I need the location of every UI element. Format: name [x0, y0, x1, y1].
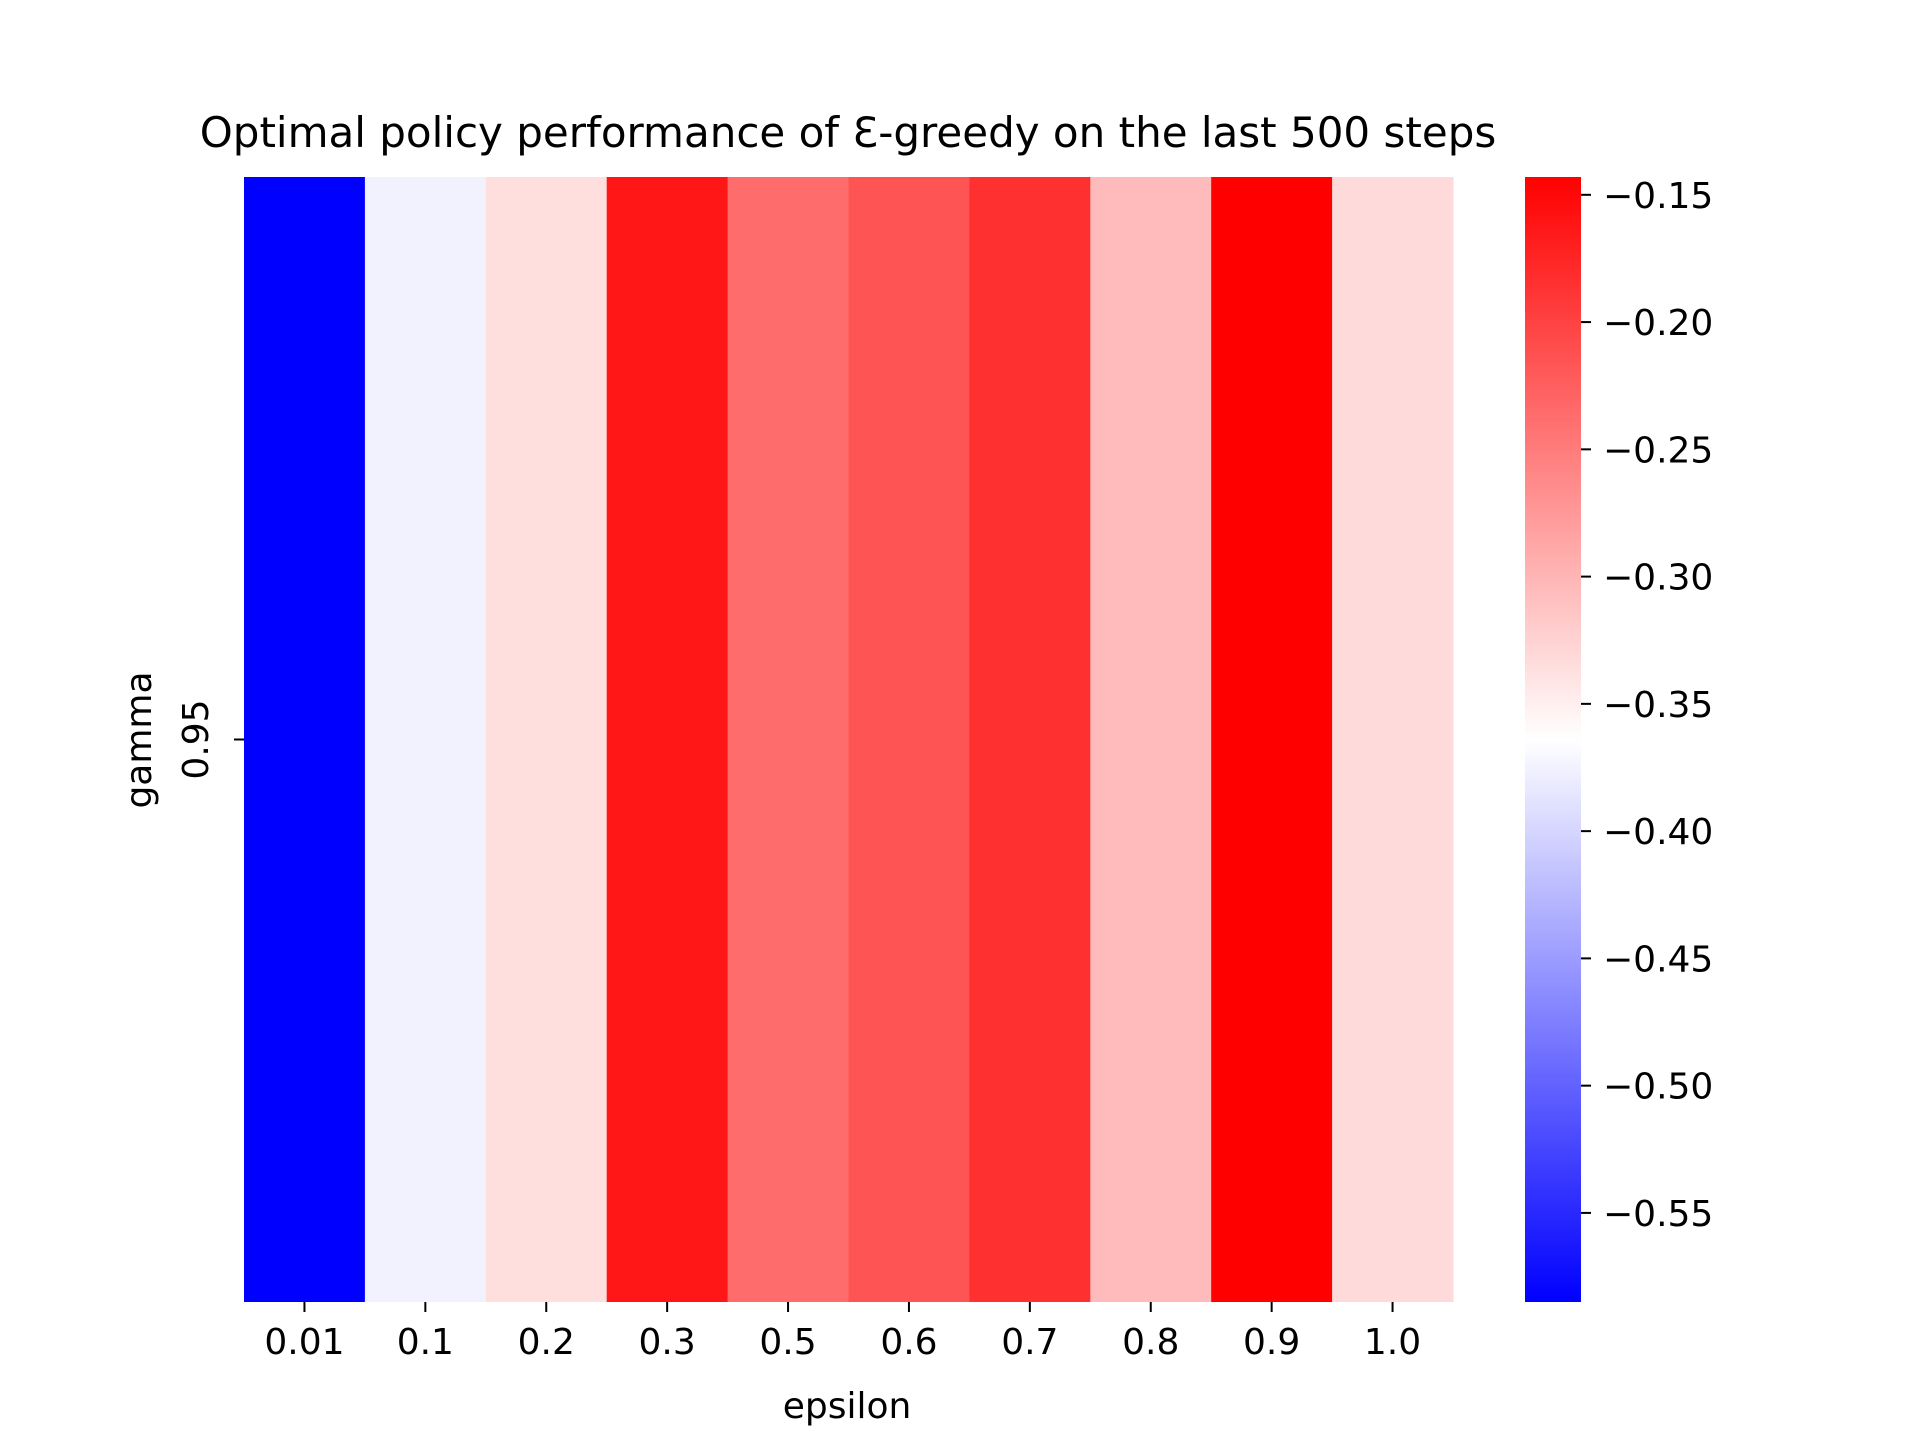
y-tick-label: 0.95 [176, 699, 217, 779]
x-tick-label: 0.7 [1001, 1322, 1058, 1363]
x-axis-label: epsilon [783, 1386, 912, 1427]
x-tick-label: 0.6 [880, 1322, 937, 1363]
x-tick-label: 0.8 [1122, 1322, 1179, 1363]
heatmap-cell [727, 177, 849, 1302]
heatmap-cells [244, 177, 1454, 1302]
colorbar-ticks: −0.15 −0.20 −0.25 −0.30 −0.35 −0.40 −0.45 −0.50… [1581, 176, 1713, 1235]
x-tick-label: 0.01 [264, 1322, 344, 1363]
heatmap-cell [848, 177, 970, 1302]
x-tick-label: 0.9 [1243, 1322, 1300, 1363]
y-axis-ticks: 0.95 [176, 699, 244, 780]
colorbar-tick-label: −0.40 [1603, 812, 1713, 853]
heatmap-cell [364, 177, 487, 1302]
colorbar-tick-label: −0.55 [1603, 1194, 1713, 1235]
x-axis-ticks: 0.01 0.1 0.2 0.3 0.5 0.6 0.7 0.8 0.9 1.0 [264, 1302, 1421, 1363]
x-tick-label: 1.0 [1364, 1322, 1421, 1363]
x-tick-label: 0.2 [518, 1322, 575, 1363]
heatmap-cell [606, 177, 729, 1302]
heatmap-cell [244, 177, 366, 1302]
heatmap-cell [969, 177, 1091, 1302]
heatmap-cell [1211, 177, 1333, 1302]
heatmap-cell [485, 177, 608, 1302]
colorbar [1525, 177, 1581, 1302]
heatmap-cell [1332, 177, 1454, 1302]
colorbar-tick-label: −0.25 [1603, 430, 1713, 471]
colorbar-tick-label: −0.50 [1603, 1067, 1713, 1108]
x-tick-label: 0.3 [639, 1322, 696, 1363]
x-tick-label: 0.5 [759, 1322, 816, 1363]
colorbar-tick-label: −0.45 [1603, 939, 1713, 980]
colorbar-tick-label: −0.15 [1603, 176, 1713, 217]
colorbar-tick-label: −0.30 [1603, 558, 1713, 599]
chart-title: Optimal policy performance of Ɛ-greedy o… [200, 108, 1496, 157]
y-axis-label: gamma [119, 671, 160, 808]
colorbar-tick-label: −0.35 [1603, 685, 1713, 726]
heatmap-cell [1090, 177, 1212, 1302]
x-tick-label: 0.1 [397, 1322, 454, 1363]
colorbar-tick-label: −0.20 [1603, 303, 1713, 344]
